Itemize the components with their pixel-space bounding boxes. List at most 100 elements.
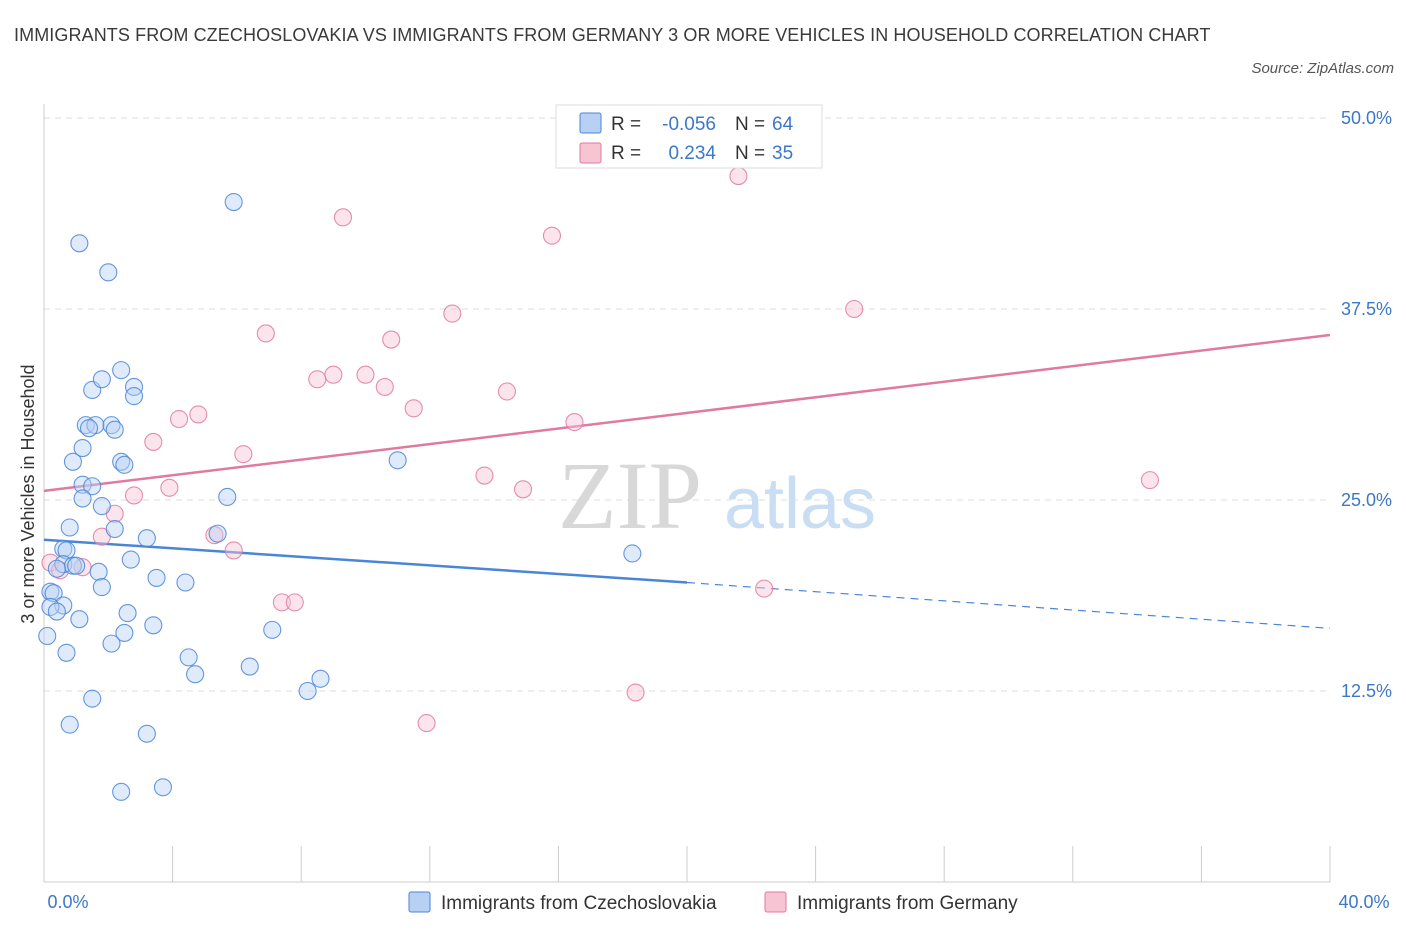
legend-r-value-1: -0.056 bbox=[662, 114, 716, 135]
point-germany-1 bbox=[333, 208, 353, 227]
point-czechoslovakia-22 bbox=[92, 497, 111, 516]
point-germany-14 bbox=[169, 409, 189, 429]
trend-lines bbox=[43, 333, 1331, 629]
point-czechoslovakia-58 bbox=[60, 715, 79, 734]
legend-n-label-1: N = bbox=[735, 114, 765, 135]
point-czechoslovakia-37 bbox=[176, 573, 195, 592]
point-czechoslovakia-17 bbox=[388, 451, 407, 470]
point-germany-4 bbox=[845, 299, 864, 319]
legend-swatch-germany bbox=[579, 142, 602, 164]
point-czechoslovakia-61 bbox=[112, 782, 131, 801]
point-czechoslovakia-53 bbox=[240, 657, 259, 676]
y-axis-label: 3 or more Vehicles in Household bbox=[18, 364, 38, 623]
point-czechoslovakia-56 bbox=[298, 681, 317, 701]
point-czechoslovakia-1 bbox=[70, 234, 89, 253]
point-germany-34 bbox=[417, 714, 436, 733]
point-czechoslovakia-23 bbox=[60, 518, 79, 537]
point-germany-33 bbox=[626, 683, 645, 702]
point-germany-16 bbox=[144, 432, 163, 451]
series-legend: Immigrants from Czechoslovakia Immigrant… bbox=[408, 891, 1018, 914]
point-germany-31 bbox=[272, 593, 291, 612]
point-germany-17 bbox=[234, 445, 253, 464]
point-czechoslovakia-21 bbox=[218, 487, 237, 506]
point-germany-26 bbox=[224, 541, 243, 560]
point-czechoslovakia-46 bbox=[144, 616, 163, 635]
point-germany-2 bbox=[542, 226, 562, 245]
watermark-atlas: atlas bbox=[724, 464, 876, 544]
point-czechoslovakia-57 bbox=[83, 689, 102, 708]
point-czechoslovakia-13 bbox=[73, 438, 92, 458]
point-germany-20 bbox=[160, 478, 179, 497]
point-czechoslovakia-19 bbox=[83, 477, 102, 496]
chart-title: IMMIGRANTS FROM CZECHOSLOVAKIA VS IMMIGR… bbox=[14, 25, 1211, 45]
point-czechoslovakia-28 bbox=[57, 541, 76, 560]
point-czechoslovakia-20 bbox=[73, 489, 92, 508]
point-czechoslovakia-7 bbox=[124, 387, 144, 406]
point-germany-32 bbox=[285, 593, 304, 612]
point-germany-19 bbox=[1140, 471, 1160, 490]
point-germany-24 bbox=[205, 526, 224, 545]
point-czechoslovakia-50 bbox=[102, 634, 121, 653]
point-czechoslovakia-59 bbox=[137, 724, 156, 743]
point-germany-11 bbox=[497, 382, 517, 401]
legend-swatch-series-2 bbox=[764, 891, 787, 913]
point-czechoslovakia-0 bbox=[224, 192, 243, 212]
tick-labels: 12.5% 25.0% 37.5% 50.0% 0.0% 40.0% bbox=[47, 108, 1392, 912]
x-tick-label-1: 40.0% bbox=[1338, 892, 1389, 912]
source-label: Source: ZipAtlas.com bbox=[1251, 60, 1394, 77]
point-czechoslovakia-47 bbox=[263, 620, 282, 639]
point-germany-18 bbox=[475, 466, 494, 485]
point-czechoslovakia-49 bbox=[38, 626, 57, 646]
point-czechoslovakia-2 bbox=[99, 263, 118, 282]
trend-line-czechoslovakia bbox=[43, 538, 688, 584]
point-czechoslovakia-54 bbox=[186, 665, 205, 684]
point-germany-13 bbox=[189, 405, 208, 424]
point-czechoslovakia-52 bbox=[179, 648, 198, 667]
point-germany-0 bbox=[729, 167, 748, 186]
point-czechoslovakia-45 bbox=[70, 610, 89, 629]
point-czechoslovakia-60 bbox=[153, 778, 173, 797]
legend-n-value-2: 35 bbox=[772, 143, 793, 164]
point-germany-15 bbox=[565, 413, 584, 432]
trend-line-germany bbox=[43, 333, 1331, 493]
point-czechoslovakia-38 bbox=[92, 578, 111, 597]
point-czechoslovakia-29 bbox=[623, 544, 642, 563]
point-czechoslovakia-40 bbox=[44, 584, 63, 603]
point-czechoslovakia-16 bbox=[115, 455, 134, 474]
point-czechoslovakia-30 bbox=[121, 550, 140, 569]
y-tick-label-0: 12.5% bbox=[1341, 681, 1392, 701]
point-czechoslovakia-11 bbox=[79, 419, 99, 438]
point-czechoslovakia-35 bbox=[89, 562, 108, 581]
point-czechoslovakia-12 bbox=[105, 420, 124, 439]
point-czechoslovakia-14 bbox=[63, 452, 82, 471]
grid-lines bbox=[44, 117, 1330, 692]
stats-legend: R = -0.056 N = 64 R = 0.234 N = 35 bbox=[555, 104, 823, 169]
point-czechoslovakia-34 bbox=[47, 559, 66, 578]
legend-swatch-czechoslovakia bbox=[579, 112, 602, 134]
point-czechoslovakia-18 bbox=[73, 475, 92, 494]
point-germany-30 bbox=[755, 579, 774, 598]
point-czechoslovakia-44 bbox=[118, 604, 137, 623]
y-tick-label-3: 50.0% bbox=[1341, 108, 1392, 128]
watermark: ZIP atlas bbox=[558, 442, 876, 549]
point-czechoslovakia-15 bbox=[112, 452, 131, 471]
point-czechoslovakia-26 bbox=[137, 529, 156, 548]
point-germany-21 bbox=[513, 480, 533, 499]
point-czechoslovakia-43 bbox=[47, 602, 66, 621]
point-czechoslovakia-5 bbox=[124, 377, 144, 396]
legend-n-label-2: N = bbox=[735, 143, 765, 164]
point-germany-6 bbox=[382, 330, 401, 349]
point-germany-10 bbox=[375, 377, 394, 396]
point-czechoslovakia-27 bbox=[54, 539, 73, 558]
point-czechoslovakia-6 bbox=[92, 370, 111, 389]
point-germany-7 bbox=[324, 365, 343, 384]
legend-n-value-1: 64 bbox=[772, 114, 794, 135]
x-tick-label-0: 0.0% bbox=[47, 892, 88, 912]
y-tick-label-1: 25.0% bbox=[1341, 490, 1392, 510]
point-germany-12 bbox=[404, 399, 423, 418]
point-czechoslovakia-36 bbox=[147, 568, 166, 587]
point-czechoslovakia-55 bbox=[311, 669, 330, 688]
point-czechoslovakia-42 bbox=[41, 597, 60, 617]
point-czechoslovakia-48 bbox=[115, 623, 134, 642]
